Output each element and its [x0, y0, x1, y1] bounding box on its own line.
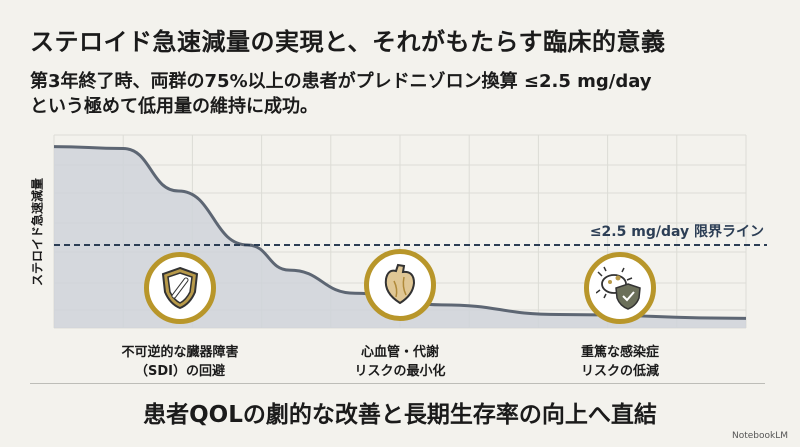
divider — [30, 383, 765, 384]
threshold-label: ≤2.5 mg/day 限界ライン — [589, 224, 764, 240]
bone-shield-badge — [144, 252, 216, 324]
benefit-line: （SDI）の回避 — [135, 364, 225, 379]
benefit-line: 不可逆的な臓器障害 — [121, 345, 239, 360]
heart-badge — [364, 249, 436, 321]
brand-watermark: NotebookLM — [731, 431, 788, 441]
benefit-label-infection: 重篤な感染症 リスクの低減 — [530, 343, 710, 381]
area-fill — [54, 146, 746, 328]
benefit-line: リスクの最小化 — [354, 364, 446, 379]
benefit-label-organ: 不可逆的な臓器障害 （SDI）の回避 — [90, 343, 270, 381]
dose-curve — [53, 145, 747, 320]
benefit-line: 心血管・代謝 — [360, 345, 439, 360]
infection-badge — [584, 252, 656, 324]
infection-shield-icon — [596, 266, 641, 310]
benefit-line: リスクの低減 — [580, 364, 659, 379]
subtitle-line-1: 第3年終了時、両群の75%以上の患者がプレドニゾロン換算 ≤2.5 mg/day — [30, 71, 652, 92]
benefit-line: 重篤な感染症 — [580, 345, 659, 360]
conclusion: 患者QOLの劇的な改善と長期生存率の向上へ直結 — [143, 402, 657, 428]
heart-icon — [384, 263, 416, 305]
bone-shield-icon — [161, 266, 199, 310]
slide-title: ステロイド急速減量の実現と、それがもたらす臨床的意義 — [30, 28, 666, 56]
y-axis-label: ステロイド急速減量 — [30, 177, 45, 287]
subtitle-line-2: という極めて低用量の維持に成功。 — [30, 96, 318, 117]
benefit-label-cardio: 心血管・代謝 リスクの最小化 — [310, 343, 490, 381]
